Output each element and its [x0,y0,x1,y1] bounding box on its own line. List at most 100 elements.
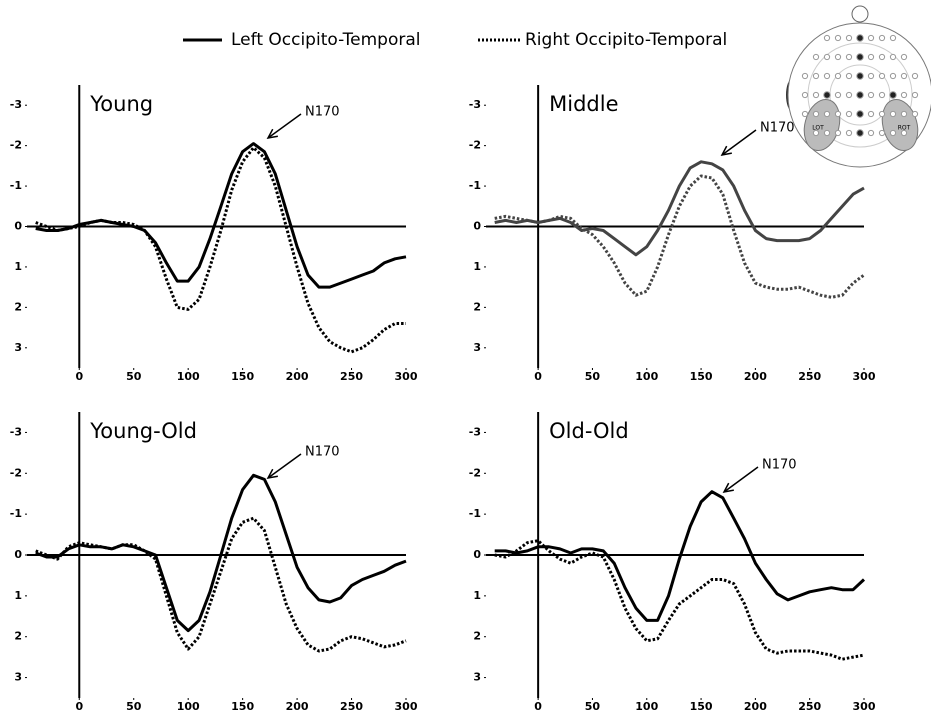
electrode [824,35,829,40]
x-tick-label: 150 [231,700,254,713]
x-tick-label: 250 [340,700,363,713]
x-tick-label: 300 [853,370,876,383]
electrode [846,73,851,78]
electrode [890,35,895,40]
panel: -3-2-10123050100150200250300YoungN170 [10,85,418,383]
electrode [868,130,873,135]
series-line [495,176,864,297]
electrode [802,111,807,116]
electrode [901,54,906,59]
electrode [857,111,863,117]
electrode [824,130,829,135]
electrode [813,92,818,97]
electrode [802,92,807,97]
figure: Left Occipito-Temporal Right Occipito-Te… [0,0,931,717]
series-line [36,144,406,288]
y-tick-label: 2 [14,630,22,643]
legend-label: Left Occipito-Temporal [231,30,421,50]
y-tick-label: 2 [473,300,481,313]
electrode [879,92,884,97]
electrode [835,35,840,40]
electrode [868,54,873,59]
electrode [868,73,873,78]
electrode [890,130,895,135]
x-tick-label: 150 [690,700,713,713]
electrode [835,130,840,135]
electrode [890,54,895,59]
panel-title: Young-Old [89,419,197,443]
electrode [868,92,873,97]
electrode [846,92,851,97]
y-tick-label: -2 [469,466,481,479]
electrode [824,73,829,78]
x-tick-label: 300 [395,370,418,383]
annotation: N170 [305,445,340,460]
electrode [879,54,884,59]
y-tick-label: -3 [10,98,22,111]
x-tick-label: 200 [744,370,767,383]
x-tick-label: 150 [690,370,713,383]
electrode [912,92,917,97]
annotation: N170 [762,458,797,473]
panel-title: Old-Old [549,419,629,443]
electrode [813,73,818,78]
annotation-arrow [722,130,756,155]
x-tick-label: 250 [798,700,821,713]
electrode [879,130,884,135]
y-tick-label: 0 [14,548,22,561]
electrode [912,111,917,116]
electrode [901,130,906,135]
y-tick-label: 3 [473,671,481,684]
x-tick-label: 100 [177,370,200,383]
electrode [824,111,829,116]
electrode [857,73,863,79]
electrode [868,111,873,116]
head-map: LOT ROT [786,6,931,167]
panel-title: Middle [549,92,618,116]
x-tick-label: 0 [534,700,542,713]
x-tick-label: 0 [75,700,83,713]
nose [852,6,868,22]
x-tick-label: 50 [585,700,601,713]
y-tick-label: 0 [473,548,481,561]
y-tick-label: 3 [14,341,22,354]
electrode [846,54,851,59]
electrode [824,54,829,59]
y-tick-label: 1 [14,260,22,273]
electrode [868,35,873,40]
electrode [879,111,884,116]
electrode [846,130,851,135]
x-tick-label: 100 [635,700,658,713]
electrode [890,92,896,98]
x-tick-label: 300 [853,700,876,713]
y-tick-label: -2 [10,139,22,152]
legend: Left Occipito-Temporal Right Occipito-Te… [183,30,727,50]
y-tick-label: 3 [473,341,481,354]
x-tick-label: 250 [340,370,363,383]
electrode [857,130,863,136]
electrode [813,54,818,59]
y-tick-label: 2 [14,300,22,313]
electrode [835,111,840,116]
x-tick-label: 300 [395,700,418,713]
electrode [879,73,884,78]
y-tick-label: -1 [469,507,481,520]
y-tick-label: 1 [473,589,481,602]
electrode [901,92,906,97]
legend-label: Right Occipito-Temporal [525,30,727,50]
x-tick-label: 50 [585,370,601,383]
x-tick-label: 150 [231,370,254,383]
y-tick-label: -3 [469,425,481,438]
y-tick-label: 2 [473,630,481,643]
annotation: N170 [760,121,795,136]
y-tick-label: -3 [469,98,481,111]
series-line [495,492,864,621]
electrode [901,73,906,78]
electrode [857,35,863,41]
series-line [36,475,406,630]
electrode [813,130,818,135]
y-tick-label: 3 [14,671,22,684]
x-tick-label: 100 [177,700,200,713]
x-tick-label: 250 [798,370,821,383]
